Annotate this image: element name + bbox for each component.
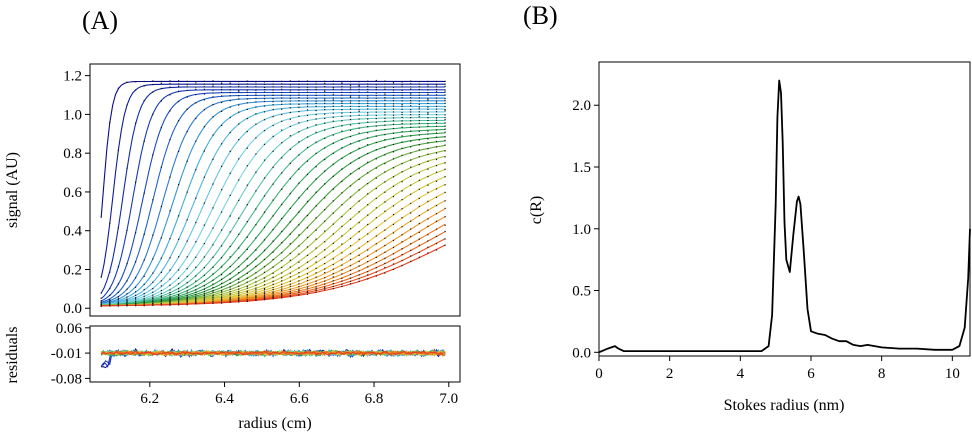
scan-data-points: [100, 91, 446, 302]
residuals-y-ticks: 0.06 -0.01 -0.08: [51, 321, 90, 387]
panel-b-y-label: c(R): [528, 196, 545, 224]
scan-data-points: [100, 79, 446, 218]
scan-data-points: [100, 88, 446, 299]
residual-trace: [100, 350, 446, 356]
panel-b-label: (B): [523, 1, 558, 30]
residual-y-tick-label: -0.01: [51, 346, 82, 362]
residuals-frame: [89, 325, 461, 383]
y-tick-label: 1.0: [63, 107, 82, 123]
b-y-tick-label: 1.5: [572, 160, 591, 176]
b-x-tick-label: 8: [878, 366, 886, 382]
scan-data-points: [100, 102, 446, 306]
scan-fit-line: [101, 136, 446, 306]
b-y-tick-label: 0.0: [572, 345, 591, 361]
b-x-tick-label: 2: [666, 366, 674, 382]
scan-fit-line: [101, 114, 446, 306]
residual-y-tick-label: -0.08: [51, 371, 82, 387]
y-tick-label: 0.0: [63, 301, 82, 317]
x-tick-label: 6.2: [140, 391, 159, 407]
residuals-y-label: residuals: [4, 327, 21, 384]
panel-a-y-ticks: 0.0 0.2 0.4 0.6 0.8 1.0 1.2: [63, 69, 90, 317]
distribution-line: [598, 79, 971, 354]
scan-data-points: [100, 136, 446, 306]
panel-a-frame: [89, 63, 461, 317]
y-tick-label: 0.2: [63, 262, 82, 278]
panel-b-y-ticks: 0.0 0.5 1.0 1.5 2.0: [572, 98, 599, 361]
b-x-tick-label: 10: [945, 366, 960, 382]
scan-data-points: [100, 82, 446, 278]
scan-data-points: [100, 105, 446, 305]
residual-y-tick-label: 0.06: [56, 321, 83, 337]
residual-traces: [100, 347, 446, 369]
panel-a-x-label: radius (cm): [238, 415, 311, 432]
y-tick-label: 0.4: [63, 224, 82, 240]
x-tick-label: 6.4: [215, 391, 234, 407]
y-tick-label: 1.2: [63, 69, 82, 85]
panel-b-x-ticks: 0 2 4 6 8 10: [595, 356, 960, 382]
scan-curves: [100, 79, 446, 307]
scan-data-points: [100, 119, 446, 306]
scan-data-points: [100, 244, 446, 307]
scan-fit-line: [101, 111, 446, 306]
b-y-tick-label: 0.5: [572, 284, 591, 300]
panel-b-x-label: Stokes radius (nm): [724, 397, 845, 414]
b-y-tick-label: 1.0: [572, 222, 591, 238]
panel-a-x-ticks: 6.2 6.4 6.6 6.8 7.0: [140, 382, 458, 407]
scan-data-points: [100, 85, 446, 294]
scan-data-points: [100, 93, 446, 303]
b-x-tick-label: 4: [737, 366, 745, 382]
y-tick-label: 0.8: [63, 146, 82, 162]
panel-b-frame: [598, 61, 971, 357]
x-tick-label: 6.6: [290, 391, 309, 407]
scan-data-points: [100, 122, 446, 306]
panel-a-label: (A): [82, 6, 118, 35]
scan-data-points: [100, 113, 446, 305]
b-x-tick-label: 0: [595, 366, 603, 382]
panel-a-y-label: signal (AU): [4, 152, 21, 228]
cr-distribution-line: [598, 79, 971, 354]
scan-data-points: [100, 96, 446, 304]
x-tick-label: 6.8: [365, 391, 384, 407]
scan-fit-line: [101, 94, 446, 303]
b-x-tick-label: 6: [807, 366, 815, 382]
scan-data-points: [100, 110, 446, 306]
b-y-tick-label: 2.0: [572, 98, 591, 114]
x-tick-label: 7.0: [439, 391, 458, 407]
y-tick-label: 0.6: [63, 185, 82, 201]
